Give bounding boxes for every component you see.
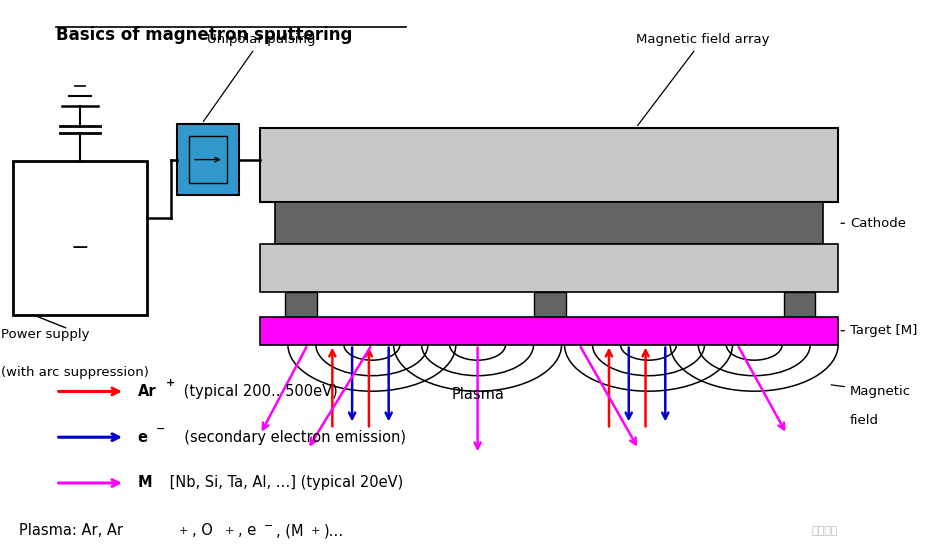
Text: Magnetic field array: Magnetic field array: [636, 33, 770, 125]
Text: (typical 200.. 500eV): (typical 200.. 500eV): [180, 384, 338, 399]
Bar: [535, 292, 566, 317]
Bar: [189, 136, 226, 184]
Text: −: −: [71, 237, 89, 258]
Text: Plasma: Plasma: [452, 387, 504, 402]
Bar: [178, 124, 238, 195]
Text: −: −: [265, 521, 274, 531]
Text: field: field: [850, 414, 879, 427]
Bar: [260, 128, 838, 202]
Text: Target [M]: Target [M]: [841, 324, 917, 337]
Text: [Nb, Si, Ta, Al, …] (typical 20eV): [Nb, Si, Ta, Al, …] (typical 20eV): [165, 475, 404, 491]
Text: , O: , O: [192, 523, 213, 538]
Bar: [260, 317, 838, 344]
Bar: [275, 202, 824, 244]
Text: +: +: [180, 526, 189, 536]
Text: Plasma: Ar, Ar: Plasma: Ar, Ar: [20, 523, 123, 538]
Text: , (M: , (M: [276, 523, 304, 538]
Text: (secondary electron emission): (secondary electron emission): [175, 430, 407, 445]
Text: Magnetic: Magnetic: [831, 385, 912, 398]
Text: Cathode: Cathode: [841, 217, 906, 230]
Text: Power supply: Power supply: [1, 328, 90, 341]
Text: Basics of magnetron sputtering: Basics of magnetron sputtering: [56, 26, 352, 44]
Text: +: +: [165, 379, 175, 389]
Text: , e: , e: [237, 523, 256, 538]
Text: Ar: Ar: [137, 384, 156, 399]
Text: +: +: [224, 526, 234, 536]
Text: M: M: [137, 475, 152, 491]
Text: −: −: [155, 424, 165, 434]
Text: )…: )…: [324, 523, 343, 538]
Text: e: e: [137, 430, 148, 445]
Bar: [784, 292, 815, 317]
Text: 布勒中国: 布勒中国: [812, 526, 838, 536]
Bar: [13, 161, 147, 315]
Bar: [260, 244, 838, 292]
Text: (with arc suppression): (with arc suppression): [1, 366, 150, 379]
Bar: [285, 292, 317, 317]
Text: Unipolar pulsing: Unipolar pulsing: [203, 33, 315, 122]
Text: +: +: [310, 526, 320, 536]
